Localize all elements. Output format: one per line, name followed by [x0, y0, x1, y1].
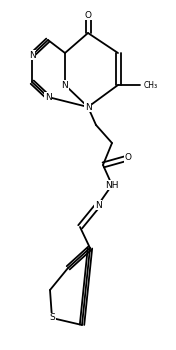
Text: S: S — [49, 314, 55, 322]
Text: NH: NH — [105, 181, 119, 189]
Text: N: N — [85, 103, 91, 112]
Text: N: N — [95, 201, 101, 210]
Text: N: N — [29, 50, 35, 60]
Text: N: N — [45, 92, 51, 102]
Text: O: O — [124, 154, 131, 162]
Text: N: N — [62, 80, 68, 90]
Text: CH₃: CH₃ — [144, 80, 158, 90]
Text: O: O — [84, 10, 92, 20]
